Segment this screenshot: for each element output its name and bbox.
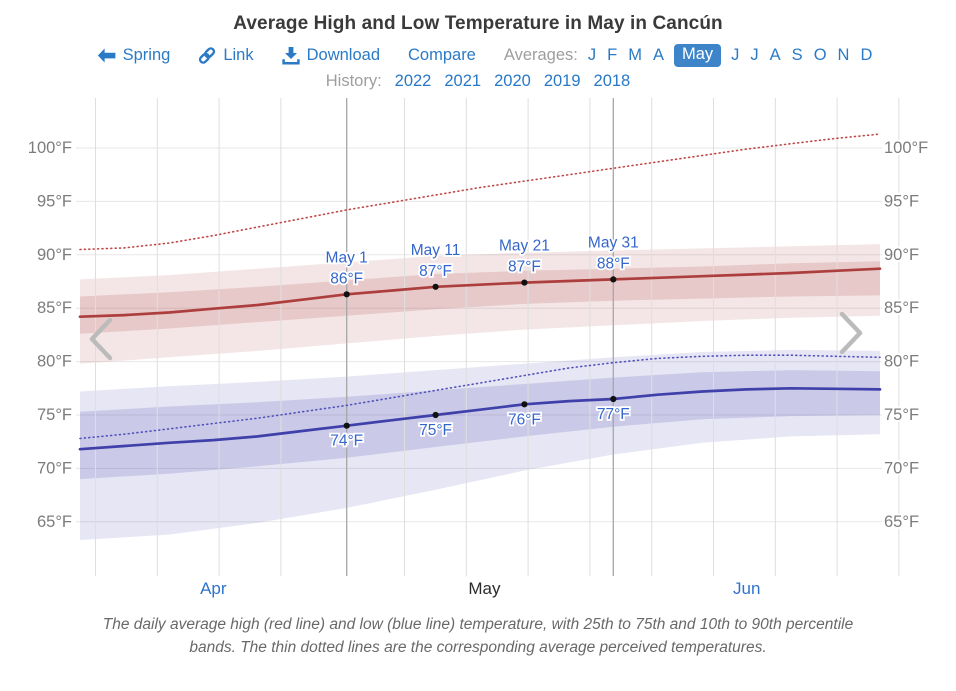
- year-link-2021[interactable]: 2021: [444, 72, 482, 90]
- download-icon: [281, 47, 300, 65]
- percentile-band-low-25th-75th: [80, 370, 880, 480]
- marker-date-label: May 1: [326, 249, 368, 266]
- link-icon: [199, 46, 216, 64]
- marker-dot: [432, 411, 439, 419]
- month-label-may: May: [468, 579, 501, 598]
- y-axis-label-right-90: 90°F: [884, 246, 919, 264]
- averages-nav: Averages: J F M A May J J A S O N D: [504, 44, 874, 67]
- chart-caption: The daily average high (red line) and lo…: [102, 616, 854, 657]
- compare-link[interactable]: Compare: [408, 46, 476, 65]
- month-link-sep[interactable]: S: [791, 46, 803, 64]
- download-button-label: Download: [306, 46, 380, 64]
- spring-link[interactable]: Spring: [97, 46, 171, 65]
- marker-dot: [521, 401, 528, 408]
- selected-month-badge: May: [673, 44, 722, 67]
- month-link-oct[interactable]: O: [813, 46, 827, 64]
- marker-dot: [432, 283, 439, 290]
- month-link-dec[interactable]: D: [860, 46, 873, 64]
- marker-value-label: 74°F: [330, 433, 363, 450]
- month-link-jun[interactable]: J: [731, 46, 740, 64]
- marker-value-label: 77°F: [597, 406, 630, 423]
- spring-link-label: Spring: [122, 46, 171, 64]
- marker-dot: [521, 279, 528, 286]
- page-title: Average High and Low Temperature in May …: [233, 13, 723, 34]
- y-axis-label-left-100: 100°F: [28, 139, 72, 157]
- y-axis-label-left-80: 80°F: [37, 353, 72, 371]
- y-axis-label-left-70: 70°F: [37, 459, 72, 477]
- y-axis-label-right-95: 95°F: [884, 192, 919, 210]
- marker-dot: [343, 291, 350, 298]
- chart-canvas: 100°F 100°F 95°F 95°F 90°F 90°F 85°F 85°F 80°F 80…: [28, 98, 930, 598]
- marker-date-label: May 21: [499, 238, 550, 255]
- month-link-apr[interactable]: A: [652, 46, 664, 64]
- link-button[interactable]: Link: [198, 46, 254, 66]
- marker-value-label: 76°F: [508, 411, 541, 428]
- month-link-nov[interactable]: N: [837, 46, 850, 64]
- y-axis-label-left-85: 85°F: [37, 299, 72, 317]
- y-axis-label-right-75: 75°F: [884, 406, 919, 424]
- year-link-2018[interactable]: 2018: [593, 72, 631, 90]
- marker-value-label: 75°F: [419, 422, 452, 439]
- month-label-apr[interactable]: Apr: [200, 579, 227, 598]
- marker-value-label: 87°F: [508, 259, 541, 276]
- marker-dot: [343, 422, 350, 429]
- history-nav: History: 2022 2021 2020 2019 2018: [0, 72, 956, 91]
- marker-date-label: May 31: [588, 234, 639, 251]
- marker-dot: [610, 395, 617, 403]
- y-axis-label-right-80: 80°F: [884, 353, 919, 371]
- y-axis-label-right-65: 65°F: [884, 513, 919, 531]
- percentile-band-high-10th-90th: [80, 244, 880, 364]
- month-label-jun[interactable]: Jun: [733, 579, 760, 598]
- y-axis-label-left-75: 75°F: [37, 406, 72, 424]
- marker-date-label: May 11: [411, 242, 461, 259]
- marker-value-label: 88°F: [597, 255, 630, 272]
- month-link-aug[interactable]: A: [769, 46, 781, 64]
- y-axis-label-left-95: 95°F: [37, 192, 72, 210]
- average-high-line: [78, 267, 882, 319]
- perceived-high-line: [79, 133, 881, 251]
- percentile-band-high-25th-75th: [80, 261, 880, 334]
- y-axis-label-right-85: 85°F: [884, 299, 919, 317]
- temperature-chart: 100°F 100°F 95°F 95°F 90°F 90°F 85°F 85°F 80°F 80…: [0, 98, 956, 603]
- year-link-2020[interactable]: 2020: [494, 72, 531, 90]
- month-link-mar[interactable]: M: [628, 46, 642, 64]
- download-button[interactable]: Download: [281, 46, 380, 65]
- month-link-feb[interactable]: F: [607, 46, 618, 64]
- marker-value-label: 87°F: [419, 263, 452, 280]
- history-label: History:: [325, 72, 382, 90]
- y-axis-label-left-65: 65°F: [37, 513, 72, 531]
- year-link-2019[interactable]: 2019: [543, 72, 581, 90]
- averages-label: Averages:: [503, 46, 578, 64]
- perceived-low-line: [79, 354, 881, 440]
- prev-period-button[interactable]: [89, 317, 113, 361]
- compare-link-label: Compare: [408, 46, 476, 64]
- arrow-left-icon: [97, 48, 116, 63]
- month-link-jan[interactable]: J: [587, 46, 597, 64]
- percentile-band-low-10th-90th: [80, 349, 880, 540]
- average-low-line: [78, 386, 882, 451]
- year-link-2022[interactable]: 2022: [394, 72, 432, 90]
- month-link-jul[interactable]: J: [750, 46, 759, 64]
- toolbar: Spring Link Download Compare Averages: J…: [0, 44, 956, 67]
- next-period-button[interactable]: [839, 311, 863, 355]
- marker-dot: [610, 276, 617, 283]
- y-axis-label-left-90: 90°F: [37, 246, 72, 264]
- marker-value-label: 86°F: [330, 270, 363, 287]
- y-axis-label-right-70: 70°F: [884, 459, 919, 477]
- link-button-label: Link: [223, 46, 254, 64]
- y-axis-label-right-100: 100°F: [884, 139, 928, 157]
